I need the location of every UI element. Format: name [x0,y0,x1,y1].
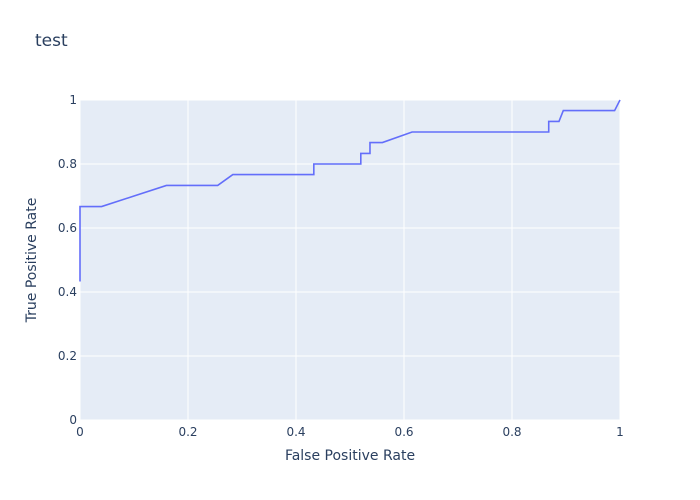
x-tick-label: 0.2 [178,425,197,439]
plot-area [80,100,620,420]
x-tick-label: 0.8 [502,425,521,439]
x-axis-label: False Positive Rate [285,448,415,464]
y-tick-label: 0.2 [58,349,77,363]
y-tick-label: 0.8 [58,157,77,171]
series-line [79,99,621,282]
x-tick-labels: 0 0.2 0.4 0.6 0.8 1 [76,425,624,439]
y-tick-labels: 0 0.2 0.4 0.6 0.8 1 [58,93,77,427]
y-tick-label: 0.6 [58,221,77,235]
y-tick-label: 0 [69,413,77,427]
x-tick-label: 0 [76,425,84,439]
chart-title: test [35,31,68,51]
y-tick-label: 0.4 [58,285,77,299]
x-tick-label: 1 [616,425,624,439]
y-tick-label: 1 [69,93,77,107]
y-axis-label: True Positive Rate [24,198,40,324]
x-tick-label: 0.6 [394,425,413,439]
grid-lines [79,99,621,421]
x-tick-label: 0.4 [286,425,305,439]
